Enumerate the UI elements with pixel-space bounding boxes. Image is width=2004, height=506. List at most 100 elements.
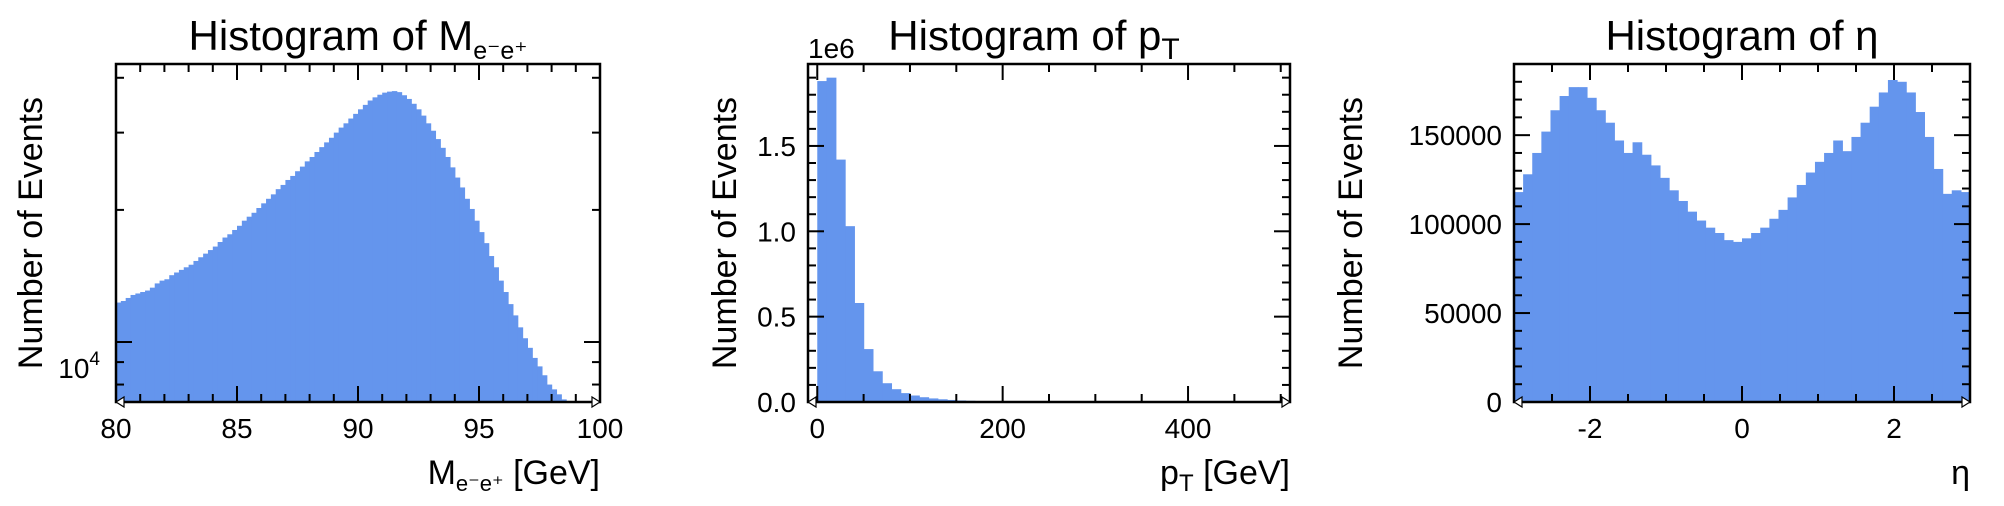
mass-bar [261,203,267,402]
eta-bar [1723,240,1734,402]
pt-chart-title: Histogram of pT [888,12,1179,66]
eta-bar [1778,209,1789,402]
pt-tick-label: 1.0 [757,216,796,247]
eta-tick-label: 0 [1734,413,1750,444]
eta-tick-label: 2 [1886,413,1902,444]
eta-bar [1833,140,1843,403]
eta-bar [1769,218,1780,402]
eta-bar [1842,151,1853,402]
mass-bar [483,243,490,402]
eta-tick-label: 50000 [1424,298,1502,329]
pt-bar [854,302,865,402]
eta-tick-label: -2 [1578,413,1603,444]
mass-bar [232,229,238,402]
mass-bar [551,389,558,402]
mass-bar [212,246,219,402]
mass-bar [333,132,340,402]
mass-bar [362,104,369,402]
eta-bar [1897,81,1907,402]
eta-bar [1805,172,1816,402]
mass-bar [435,139,441,402]
mass-bar [198,257,204,402]
eta-bar [1632,142,1643,402]
mass-bar [508,304,514,402]
mass-bar [343,123,349,402]
eta-bar [1878,92,1889,403]
eta-bar [1887,80,1898,402]
eta-bar [1760,227,1770,402]
mass-bar [159,280,165,402]
eta-bar [1623,152,1634,402]
mass-bar [416,109,422,402]
eta-bar [1732,241,1743,402]
mass-bar [387,91,393,403]
mass-bar [256,208,262,402]
mass-bar [382,92,388,402]
mass-bar [488,256,495,402]
eta-bar [1687,211,1697,402]
eta-bar [1641,154,1652,402]
pt-tick-label: 0 [809,413,825,444]
eta-bar [1915,112,1925,402]
eta-bar [1869,106,1880,402]
eta-tick-label: 100000 [1409,209,1502,240]
eta-bar [1924,136,1935,402]
mass-bar [193,260,199,402]
mass-bar [237,225,243,402]
pt-tick-label: 1.5 [757,131,796,162]
eta-axis-end-marker [1512,395,1523,409]
mass-bar [266,198,272,402]
pt-plot-frame [806,62,1292,404]
eta-bar [1586,97,1597,403]
eta-y-axis-label: Number of Events [1332,97,1370,369]
mass-bar [207,250,214,402]
mass-bar [391,91,398,402]
eta-bar [1541,131,1552,402]
eta-bar [1860,122,1871,403]
mass-bar [479,232,485,402]
mass-bar [188,264,195,402]
mass-tick-label: 95 [463,413,494,444]
mass-bar [135,293,141,402]
mass-bar [440,147,446,402]
mass-bar [517,327,524,402]
eta-bar [1933,168,1944,402]
mass-bar [217,242,224,402]
mass-bar [556,394,562,402]
mass-bar [498,280,504,402]
pt-bar [872,371,883,402]
eta-bar [1514,192,1524,402]
mass-bar [299,166,306,402]
eta-chart-title: Histogram of η [1605,12,1878,59]
pt-bar [909,395,920,402]
eta-bar [1824,152,1834,402]
mass-bar [546,384,553,402]
pt-xlabel-unit: [GeV] [1194,454,1290,492]
eta-bar [1596,110,1606,402]
mass-bar [319,147,325,402]
eta-ticks: -2 0 2 0 50000 100000 150000 [1409,64,1972,444]
mass-bar [174,272,180,402]
mass-bar [130,294,136,402]
mass-x-axis-label: Me⁻e⁺ [GeV] [428,454,600,496]
mass-bar [493,267,499,402]
eta-bar [1523,174,1533,402]
eta-bar [1851,136,1862,402]
mass-bar [164,279,170,402]
pt-bar [900,393,911,402]
mass-xlabel-unit: [GeV] [504,454,600,492]
mass-bar [251,212,257,402]
mass-bar [425,123,432,402]
eta-bar [1960,192,1971,402]
pt-bar [817,81,828,402]
pt-bar [882,383,893,402]
pt-xlabel-subscript: T [1179,470,1194,497]
mass-bars [116,91,567,403]
mass-y-tick-exponent: 4 [89,349,100,370]
pt-tick-label: 0.5 [757,302,796,333]
eta-bar [1814,161,1825,402]
mass-y-tick-label: 104 [58,349,100,384]
eta-bar [1650,165,1661,402]
mass-bar [372,97,378,402]
